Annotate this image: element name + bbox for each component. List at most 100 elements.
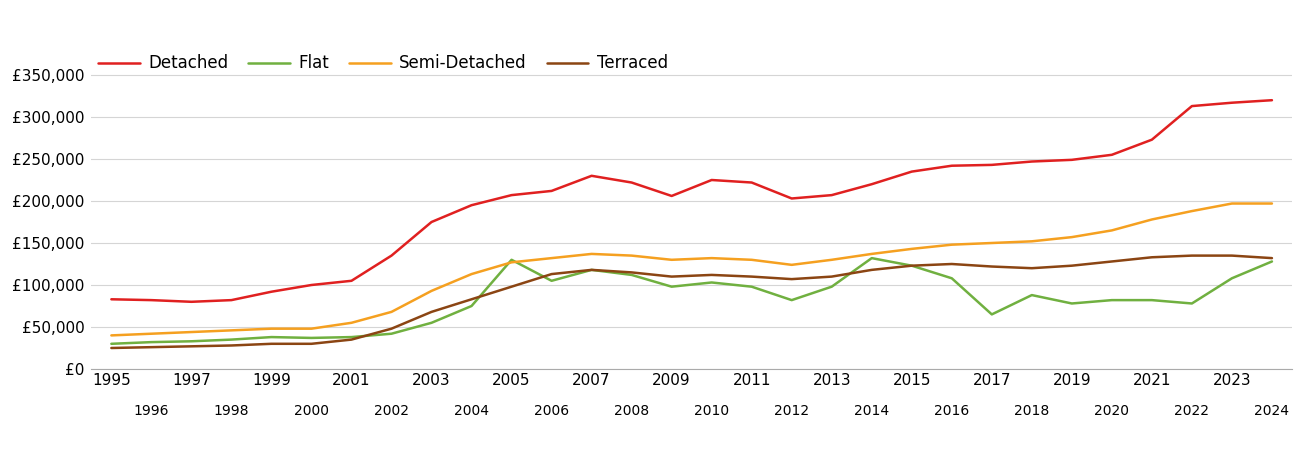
Flat [1104,297,1120,303]
Semi-Detached [744,257,760,262]
Terraced [1144,255,1160,260]
Detached [184,299,200,305]
Detached [384,253,399,258]
Semi-Detached [304,326,320,331]
Terraced [463,297,479,302]
Flat [864,256,880,261]
Detached [304,282,320,288]
Detached [1184,104,1199,109]
Terraced [1184,253,1199,258]
Semi-Detached [664,257,680,262]
Detached [463,202,479,208]
Detached [904,169,920,174]
Terraced [103,345,119,351]
Flat [944,275,959,281]
Detached [504,193,519,198]
Detached [664,193,680,198]
Semi-Detached [1024,238,1040,244]
Semi-Detached [103,333,119,338]
Terraced [904,263,920,268]
Terraced [304,341,320,346]
Detached [103,297,119,302]
Flat [904,263,920,268]
Semi-Detached [1265,201,1280,206]
Terraced [703,272,719,278]
Terraced [984,264,1000,269]
Detached [864,181,880,187]
Semi-Detached [1144,217,1160,222]
Detached [984,162,1000,167]
Terraced [944,261,959,267]
Flat [1265,259,1280,264]
Flat [624,272,639,278]
Semi-Detached [343,320,359,325]
Terraced [343,337,359,342]
Flat [1144,297,1160,303]
Terraced [1265,256,1280,261]
Flat [784,297,800,303]
Semi-Detached [583,251,599,256]
Terraced [223,343,239,348]
Semi-Detached [223,328,239,333]
Flat [1224,275,1240,281]
Flat [703,280,719,285]
Semi-Detached [184,329,200,335]
Semi-Detached [264,326,279,331]
Detached [624,180,639,185]
Flat [664,284,680,289]
Detached [823,193,839,198]
Flat [1064,301,1079,306]
Detached [1224,100,1240,105]
Flat [823,284,839,289]
Terraced [744,274,760,279]
Flat [504,257,519,262]
Flat [184,338,200,344]
Detached [144,297,159,303]
Legend: Detached, Flat, Semi-Detached, Terraced: Detached, Flat, Semi-Detached, Terraced [91,48,675,79]
Terraced [424,309,440,315]
Semi-Detached [463,271,479,277]
Semi-Detached [904,246,920,252]
Terraced [504,284,519,289]
Terraced [784,276,800,282]
Detached [1024,159,1040,164]
Flat [343,334,359,340]
Line: Terraced: Terraced [111,256,1272,348]
Semi-Detached [864,251,880,256]
Detached [264,289,279,294]
Flat [384,331,399,337]
Terraced [664,274,680,279]
Flat [1184,301,1199,306]
Terraced [1064,263,1079,268]
Terraced [1024,266,1040,271]
Semi-Detached [424,288,440,293]
Semi-Detached [144,331,159,337]
Flat [264,334,279,340]
Flat [424,320,440,325]
Semi-Detached [1184,208,1199,214]
Detached [703,177,719,183]
Flat [223,337,239,342]
Semi-Detached [504,260,519,265]
Terraced [184,344,200,349]
Semi-Detached [384,309,399,315]
Semi-Detached [624,253,639,258]
Line: Flat: Flat [111,258,1272,344]
Flat [544,278,560,284]
Terraced [864,267,880,273]
Semi-Detached [1064,234,1079,240]
Detached [583,173,599,179]
Terraced [144,344,159,350]
Flat [1024,292,1040,298]
Detached [343,278,359,284]
Detached [744,180,760,185]
Detached [1265,98,1280,103]
Detached [544,188,560,194]
Terraced [384,326,399,331]
Detached [1064,157,1079,162]
Line: Detached: Detached [111,100,1272,302]
Terraced [1104,259,1120,264]
Line: Semi-Detached: Semi-Detached [111,203,1272,335]
Semi-Detached [703,256,719,261]
Terraced [264,341,279,346]
